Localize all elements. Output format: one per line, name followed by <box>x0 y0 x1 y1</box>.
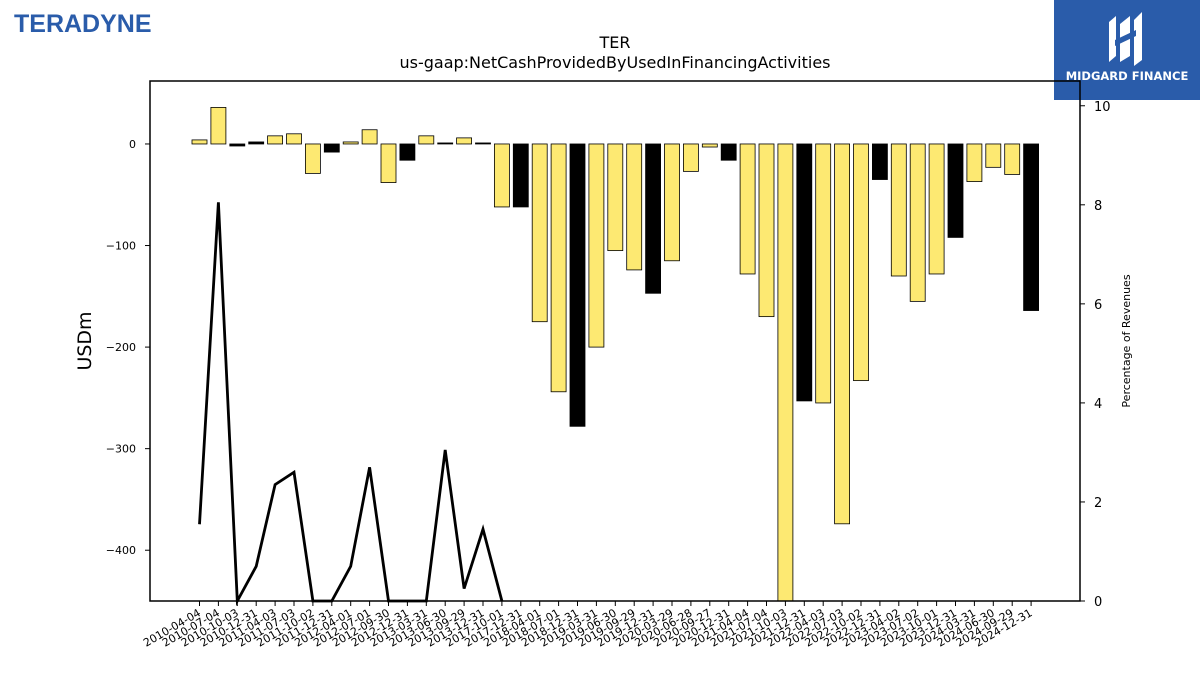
y2-tick-label: 10 <box>1094 100 1111 115</box>
bar-2020-06-28 <box>683 143 699 172</box>
bar-2012-09-30 <box>380 143 397 183</box>
bar-2022-12-31 <box>872 143 888 180</box>
bar-2017-10-01 <box>493 143 510 208</box>
percentage-of-revenues-line <box>198 202 504 607</box>
y-axis-left: 0 −100 −200 −300 −400 <box>106 138 150 557</box>
bar-2019-03-31 <box>588 143 605 348</box>
x-axis: 2010-04-042010-07-042010-10-032010-12-31… <box>141 601 1035 650</box>
bar-2018-12-31 <box>569 143 586 427</box>
midgard-finance-logo: MIDGARD FINANCE <box>1054 0 1200 100</box>
bar-2013-03-31 <box>418 135 435 145</box>
bar-2021-12-31 <box>796 143 813 402</box>
y2-tick-label: 6 <box>1094 298 1102 313</box>
bar-2011-04-03 <box>267 135 284 145</box>
bar-2010-07-04 <box>210 107 227 145</box>
bar-2023-07-02 <box>909 143 926 302</box>
y2-tick-label: 4 <box>1094 397 1102 412</box>
bar-2013-09-29 <box>456 137 473 145</box>
y-tick-label: −100 <box>106 240 136 253</box>
bar-2020-03-29 <box>664 143 680 262</box>
bar-2021-07-04 <box>758 143 775 318</box>
bars-layer <box>191 107 1039 602</box>
bar-2011-10-02 <box>304 143 321 174</box>
bar-2019-09-29 <box>626 143 643 271</box>
line-layer <box>198 202 504 607</box>
bar-2023-10-01 <box>928 143 945 275</box>
y2-tick-label: 2 <box>1094 496 1102 511</box>
midgard-finance-wordmark: MIDGARD FINANCE <box>1065 69 1189 83</box>
y2-axis-label: Percentage of Revenues <box>1120 274 1133 407</box>
y-axis-label: USDm <box>74 311 96 370</box>
bar-2022-10-02 <box>853 143 869 382</box>
bar-2019-06-30 <box>607 143 624 252</box>
bar-2022-07-03 <box>834 143 850 525</box>
bar-2012-07-01 <box>361 129 378 145</box>
bar-2012-04-01 <box>342 141 359 145</box>
bar-2021-04-04 <box>739 143 756 275</box>
bar-2010-04-04 <box>191 139 208 145</box>
bar-2018-04-01 <box>531 143 548 323</box>
y-tick-label: −300 <box>106 443 136 456</box>
y2-tick-label: 0 <box>1094 595 1102 610</box>
bar-2024-06-30 <box>985 143 1002 168</box>
bar-2010-10-03 <box>229 143 246 147</box>
y-axis-right: 0 2 4 6 8 10 <box>1080 100 1111 610</box>
bar-2013-06-30 <box>437 142 454 145</box>
teradyne-logo: TERADYNE <box>14 10 152 38</box>
bar-2012-12-31 <box>399 143 416 161</box>
bar-2023-04-02 <box>890 143 907 277</box>
bar-2020-09-27 <box>701 143 718 148</box>
y-tick-label: −200 <box>106 341 136 354</box>
bar-2011-07-03 <box>286 133 302 145</box>
bar-2019-12-31 <box>645 143 661 294</box>
bar-2017-12-31 <box>512 143 529 208</box>
midgard-mark-icon <box>1109 12 1142 66</box>
bar-2024-09-29 <box>1004 143 1021 175</box>
bar-2020-12-31 <box>720 143 737 161</box>
y-tick-label: −400 <box>106 544 136 557</box>
bar-2021-10-03 <box>777 143 794 602</box>
chart-subtitle: us-gaap:NetCashProvidedByUsedInFinancing… <box>399 53 830 72</box>
bar-2018-07-01 <box>550 143 567 393</box>
bar-2011-12-31 <box>323 143 340 153</box>
bar-2013-12-31 <box>475 142 491 145</box>
y2-tick-label: 8 <box>1094 199 1102 214</box>
chart-title: TER <box>599 33 631 52</box>
bar-2023-12-31 <box>947 143 964 238</box>
y-tick-label: 0 <box>129 138 136 151</box>
bar-2024-03-31 <box>966 143 983 182</box>
bar-2010-12-31 <box>248 141 265 145</box>
bar-2022-04-03 <box>815 143 832 404</box>
bar-2024-12-31 <box>1023 143 1039 311</box>
